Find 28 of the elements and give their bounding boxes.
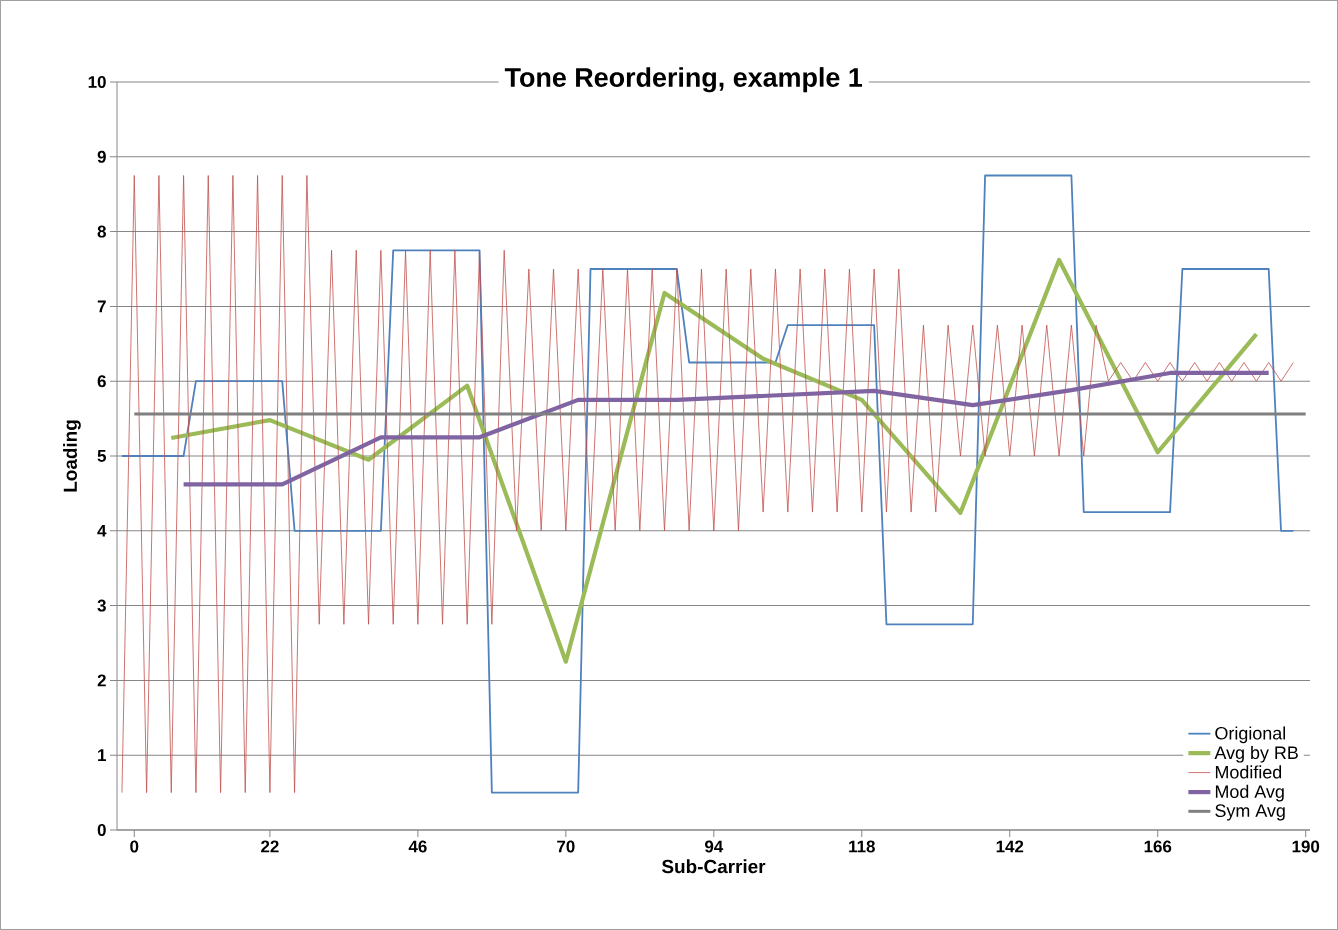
x-tick-label: 46	[408, 840, 427, 853]
y-axis-title: Loading	[63, 420, 81, 492]
y-tick-label: 4	[97, 524, 107, 537]
y-tick-label: 3	[97, 599, 106, 612]
x-tick-label: 142	[996, 840, 1024, 853]
legend-label: Sym Avg	[1215, 804, 1285, 821]
legend-label: Avg by RB	[1214, 745, 1298, 763]
y-tick-label: 6	[97, 375, 106, 388]
y-tick-label: 10	[88, 75, 106, 88]
legend-label: Mod Avg	[1215, 784, 1284, 802]
y-tick-label: 9	[97, 150, 106, 163]
x-tick-label: 190	[1292, 840, 1320, 853]
x-tick-label: 22	[261, 840, 279, 853]
x-tick-label: 70	[557, 840, 575, 853]
y-tick-label: 5	[97, 450, 107, 462]
x-tick-label: 0	[130, 840, 139, 853]
y-tick-label: 2	[97, 674, 106, 687]
y-tick-label: 0	[97, 824, 106, 836]
y-tick-label: 7	[97, 300, 106, 313]
chart-title: Tone Reordering, example 1	[504, 67, 863, 93]
legend-label: Modified	[1215, 765, 1282, 779]
y-tick-label: 1	[98, 749, 107, 762]
y-tick-label: 8	[97, 225, 106, 238]
x-axis-title: Sub-Carrier	[661, 859, 766, 874]
x-tick-label: 118	[849, 840, 875, 853]
x-tick-label: 94	[704, 840, 724, 853]
x-tick-label: 166	[1144, 840, 1172, 853]
legend-label: Origional	[1215, 726, 1286, 744]
